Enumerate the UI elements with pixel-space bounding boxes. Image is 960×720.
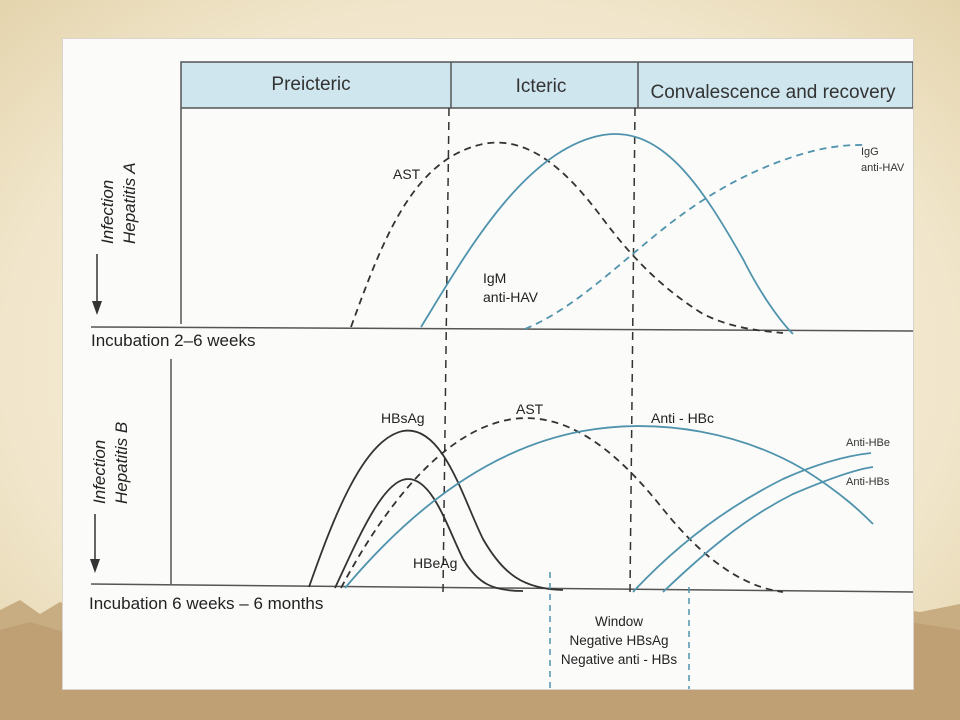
icteric-start-divider <box>442 107 450 593</box>
hepatitis-serology-figure: Preicteric Icteric Convalescence and rec… <box>63 39 913 689</box>
hep-a-igg-label: IgG <box>861 146 879 158</box>
hep-a-side-label: Infection Hepatitis A <box>92 162 139 315</box>
phase-preicteric: Preicteric <box>271 74 350 95</box>
hep-b-anti-hbc-curve <box>344 425 874 589</box>
hep-b-baseline <box>90 583 913 593</box>
svg-text:Hepatitis A: Hepatitis A <box>120 162 139 244</box>
hep-b-anti-hbs-label: Anti-HBs <box>846 476 890 488</box>
phase-icteric: Icteric <box>516 76 567 97</box>
hep-a-baseline <box>90 326 913 332</box>
phase-header-band <box>180 61 913 109</box>
hep-b-anti-hbe-label: Anti-HBe <box>846 437 890 449</box>
hep-b-side-label: Infection Hepatitis B <box>90 422 131 573</box>
hep-a-igm-curve <box>420 133 794 335</box>
hep-b-anti-hbc-label: Anti - HBc <box>651 410 714 426</box>
serology-diagram: Preicteric Icteric Convalescence and rec… <box>89 61 913 689</box>
hep-b-hbeag-label: HBeAg <box>413 555 457 571</box>
phase-convalescence: Convalescence and recovery <box>650 82 896 103</box>
window-neg-anti-hbs-label: Negative anti - HBs <box>561 652 678 667</box>
hep-a-igg-sub-label: anti-HAV <box>861 162 905 174</box>
hep-b-anti-hbs-curve <box>662 466 874 593</box>
hep-a-ast-label: AST <box>393 166 421 182</box>
hep-a-igm-label: IgM <box>483 270 506 286</box>
window-label: Window <box>595 614 643 629</box>
icteric-end-divider <box>629 107 636 593</box>
hep-a-incubation-label: Incubation 2–6 weeks <box>91 331 255 350</box>
hep-b-incubation-label: Incubation 6 weeks – 6 months <box>89 594 323 613</box>
hep-b-ast-curve <box>340 417 784 593</box>
hep-b-anti-hbe-curve <box>632 452 872 593</box>
hep-b-ast-label: AST <box>516 401 544 417</box>
hep-a-igg-curve <box>524 144 864 330</box>
hep-b-hbsag-curve <box>308 429 564 591</box>
svg-text:Hepatitis B: Hepatitis B <box>112 422 131 504</box>
hep-a-igm-sub-label: anti-HAV <box>483 289 539 305</box>
svg-text:Infection: Infection <box>98 180 117 244</box>
window-neg-hbsag-label: Negative HBsAg <box>569 633 668 648</box>
hep-b-hbsag-label: HBsAg <box>381 410 425 426</box>
hep-b-hbeag-curve <box>334 478 524 592</box>
svg-text:Infection: Infection <box>90 440 109 504</box>
